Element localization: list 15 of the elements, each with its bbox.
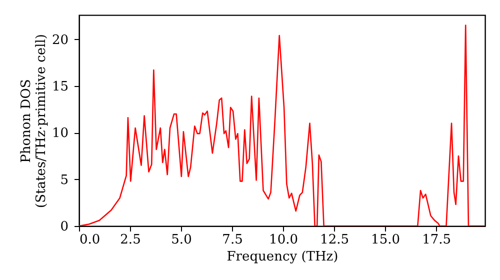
y-tick-label: 5 [60,172,68,188]
x-tick-label: 2.5 [120,232,141,248]
x-axis-title: Frequency (THz) [226,250,338,264]
y-tick-label: 15 [52,79,68,94]
x-tick-label: 5.0 [171,232,192,248]
y-axis-title: Phonon DOS (States/THz·primitive cell) [18,34,49,208]
x-tick-label: 10.0 [269,232,298,248]
x-tick-label: 12.5 [320,232,349,248]
y-tick-label: 10 [52,126,68,142]
y-tick-label: 20 [52,32,68,48]
x-tick-label: 15.0 [371,232,400,248]
x-tick-label: 17.5 [422,232,452,248]
x-tick-label: 0.0 [80,232,100,248]
x-tick-label: 7.5 [222,232,243,248]
y-tick-label: 0 [60,220,68,234]
